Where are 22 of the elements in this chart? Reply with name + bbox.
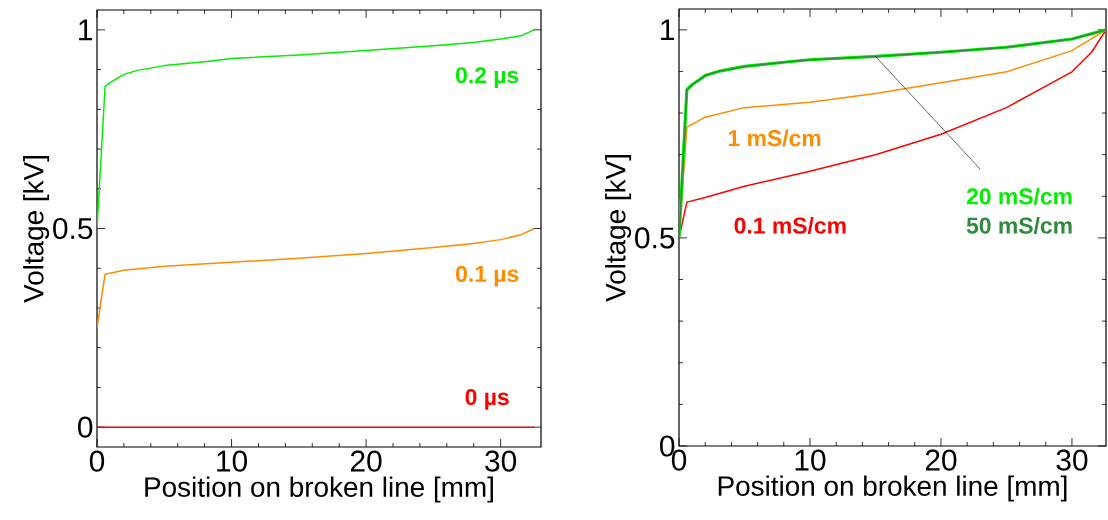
x-tick-label: 30: [485, 450, 517, 472]
series-label: 0.1 mS/cm: [734, 216, 846, 234]
y-tick-label: 0: [78, 416, 93, 438]
series-label: 0.2 µs: [456, 67, 519, 88]
series-label: 0 µs: [465, 388, 509, 410]
y-tick-label: 1: [661, 19, 675, 41]
y-tick-label: 1: [79, 19, 93, 41]
y-axis-title: Voltage [kV]: [605, 155, 632, 302]
x-tick-label: 20: [925, 449, 957, 471]
x-tick-label: 20: [350, 450, 382, 472]
x-axis-title: Position on broken line [mm]: [718, 475, 1067, 502]
x-tick-label: 10: [795, 449, 826, 471]
y-tick-label: 0.5: [635, 227, 675, 249]
y-tick-label: 0.5: [53, 217, 93, 240]
x-axis-title: Position on broken line [mm]: [145, 476, 493, 503]
series-label: 1 mS/cm: [728, 129, 821, 147]
x-tick-label: 10: [217, 450, 247, 472]
text: 50 mS/cm: [966, 216, 1072, 234]
y-axis-title: Voltage [kV]: [23, 156, 50, 303]
text: 20 mS/cm: [966, 187, 1072, 205]
x-tick-label: 30: [1056, 449, 1088, 471]
series-label: 0.1 µs: [456, 265, 519, 287]
